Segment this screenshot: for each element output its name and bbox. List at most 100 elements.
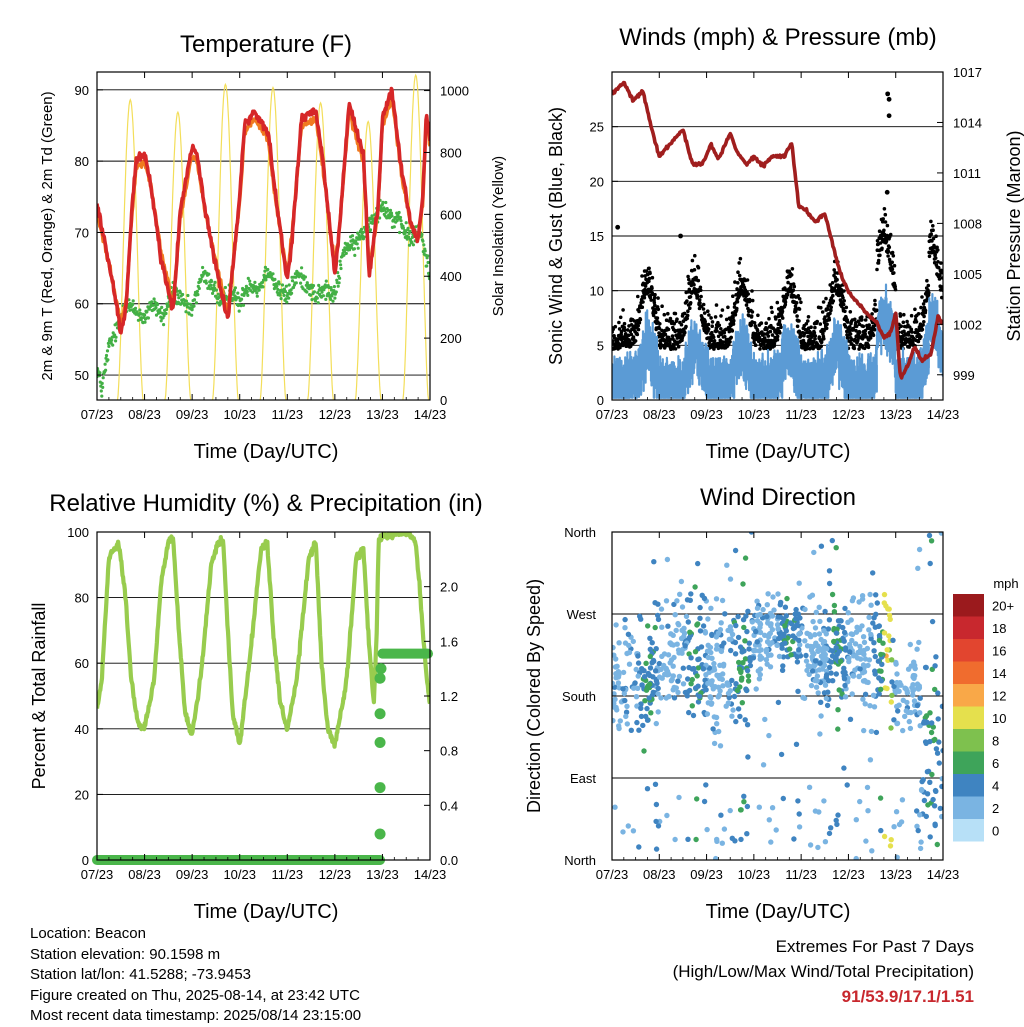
direction-point — [652, 781, 659, 787]
direction-point — [612, 684, 618, 690]
direction-point — [655, 612, 661, 619]
direction-point — [645, 623, 651, 629]
direction-point — [821, 651, 827, 657]
extremes-values: 91/53.9/17.1/1.51 — [841, 987, 974, 1006]
gust-series — [612, 207, 943, 352]
direction-point — [759, 655, 765, 661]
direction-point — [740, 660, 746, 666]
direction-point — [831, 609, 838, 615]
direction-point — [862, 691, 869, 697]
direction-point — [925, 802, 931, 808]
humidity-panel: Relative Humidity (%) & Precipitation (i… — [29, 490, 483, 923]
direction-point — [841, 676, 848, 682]
direction-point — [733, 681, 739, 687]
humidity-ylabel: Percent & Total Rainfall — [29, 603, 49, 790]
direction-point — [726, 694, 732, 701]
direction-point — [667, 660, 673, 666]
rain-point — [374, 672, 386, 684]
direction-point — [733, 622, 739, 629]
direction-point — [917, 845, 924, 852]
direction-point — [724, 562, 730, 568]
direction-point — [713, 634, 720, 640]
direction-point — [690, 712, 697, 719]
humidity-xlabel: Time (Day/UTC) — [194, 901, 339, 923]
direction-point — [647, 665, 654, 671]
direction-point — [891, 717, 897, 723]
direction-point — [621, 690, 627, 697]
direction-point — [927, 738, 933, 745]
direction-point — [868, 728, 875, 735]
direction-point — [924, 769, 931, 775]
direction-point — [727, 807, 733, 814]
station-info: Location: Beacon Station elevation: 90.1… — [30, 924, 361, 1027]
temperature-ytick-label: 50 — [75, 368, 89, 383]
temperature-xlabel: Time (Day/UTC) — [194, 441, 339, 463]
direction-point — [858, 656, 864, 662]
direction-point — [775, 591, 781, 597]
direction-point — [796, 647, 802, 653]
direction-point — [635, 660, 642, 666]
direction-point — [856, 673, 862, 680]
temperature-ytick-right-label: 600 — [440, 207, 462, 222]
direction-point — [767, 640, 773, 647]
direction-xtick-label: 09/23 — [690, 867, 723, 882]
direction-xtick-label: 08/23 — [643, 867, 676, 882]
direction-point — [643, 660, 649, 666]
winds-ytick-right-label: 1002 — [953, 317, 982, 332]
direction-point — [705, 616, 711, 622]
direction-point — [622, 697, 628, 704]
direction-point — [931, 803, 938, 809]
direction-point — [624, 703, 630, 709]
direction-point — [828, 659, 834, 665]
temperature-xtick-label: 12/23 — [319, 407, 352, 422]
direction-point — [899, 797, 906, 803]
direction-point — [638, 705, 644, 711]
direction-point — [694, 796, 700, 802]
direction-point — [635, 653, 641, 659]
direction-point — [770, 594, 776, 600]
direction-point — [888, 725, 894, 731]
direction-point — [930, 796, 936, 803]
direction-point — [853, 855, 859, 860]
direction-point — [647, 653, 653, 660]
direction-point — [833, 545, 839, 551]
direction-point — [687, 597, 693, 603]
direction-point — [863, 679, 870, 685]
direction-point — [888, 699, 894, 705]
direction-point — [796, 824, 803, 830]
direction-point — [614, 707, 620, 713]
direction-point — [917, 695, 923, 701]
direction-point — [697, 628, 704, 634]
direction-point — [754, 598, 760, 604]
direction-point — [648, 710, 654, 716]
direction-point — [713, 596, 720, 602]
colorbar-tick-label: 14 — [992, 666, 1006, 681]
direction-point — [641, 668, 647, 674]
direction-point — [826, 568, 833, 574]
direction-point — [651, 559, 657, 565]
temperature-title: Temperature (F) — [180, 31, 352, 58]
gust-point — [886, 113, 892, 119]
direction-point — [790, 633, 796, 639]
direction-point — [705, 680, 711, 687]
direction-point — [917, 812, 923, 818]
direction-point — [808, 682, 815, 689]
direction-point — [903, 708, 909, 714]
direction-point — [701, 595, 708, 601]
direction-point — [803, 652, 809, 659]
direction-point — [703, 672, 709, 678]
direction-point — [635, 685, 641, 691]
sonic-wind-series — [612, 283, 943, 399]
direction-point — [628, 727, 634, 733]
direction-point — [932, 736, 938, 743]
direction-point — [873, 729, 880, 736]
direction-point — [902, 713, 908, 720]
direction-point — [671, 601, 677, 608]
direction-point — [893, 809, 900, 815]
direction-point — [933, 788, 939, 794]
direction-point — [756, 676, 763, 682]
direction-point — [655, 709, 661, 715]
direction-point — [665, 623, 671, 629]
direction-point — [747, 655, 753, 661]
direction-point — [865, 662, 871, 669]
